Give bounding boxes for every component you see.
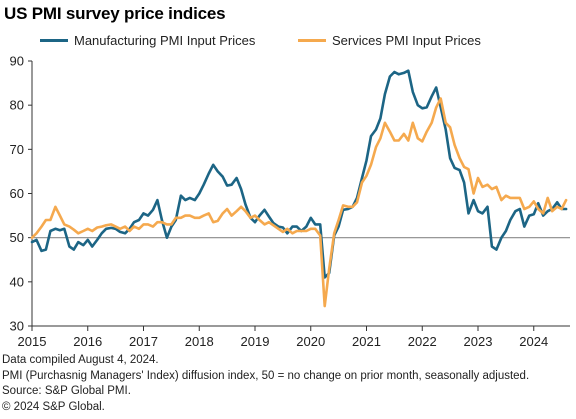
x-tick-label: 2019 [241, 334, 270, 349]
legend-swatch-manufacturing [40, 39, 68, 42]
x-tick-label: 2020 [296, 334, 325, 349]
footer-copyright: © 2024 S&P Global. [2, 400, 105, 413]
footer-data-compiled: Data compiled August 4, 2024. [2, 354, 159, 366]
x-tick-label: 2016 [73, 334, 102, 349]
x-tick-label: 2022 [408, 334, 437, 349]
footer-definition: PMI (Purchasnig Managers' Index) diffusi… [2, 369, 530, 382]
x-tick-label: 2017 [129, 334, 158, 349]
series-line-manufacturing [30, 69, 568, 279]
x-tick-label: 2018 [185, 334, 214, 349]
chart-title: US PMI survey price indices [4, 4, 226, 23]
series-line-services [30, 97, 568, 308]
x-tick-label: 2024 [519, 334, 548, 349]
chart-plot: 30 40 50 60 70 80 90 2015 2016 2017 2018 2019 2020 20… [10, 54, 570, 349]
chart-footer: Data compiled August 4, 2024. PMI (Purch… [2, 353, 529, 415]
x-tick-label: 2015 [18, 334, 47, 349]
y-tick-label: 50 [10, 230, 24, 245]
legend-label-services: Services PMI Input Prices [332, 33, 481, 48]
legend-swatch-services [298, 39, 326, 42]
y-tick-label: 30 [10, 319, 24, 334]
y-tick-label: 40 [10, 274, 24, 289]
legend-label-manufacturing: Manufacturing PMI Input Prices [74, 33, 256, 48]
y-tick-label: 60 [10, 186, 24, 201]
chart-legend: Manufacturing PMI Input Prices Services … [0, 33, 576, 51]
x-tick-label: 2021 [352, 334, 381, 349]
y-tick-label: 90 [10, 54, 24, 69]
footer-source: Source: S&P Global PMI. [2, 385, 131, 397]
x-tick-label: 2023 [464, 334, 493, 349]
legend-item-services: Services PMI Input Prices [298, 33, 481, 48]
y-tick-label: 80 [10, 98, 24, 113]
legend-item-manufacturing: Manufacturing PMI Input Prices [40, 33, 255, 48]
y-tick-label: 70 [10, 142, 24, 157]
